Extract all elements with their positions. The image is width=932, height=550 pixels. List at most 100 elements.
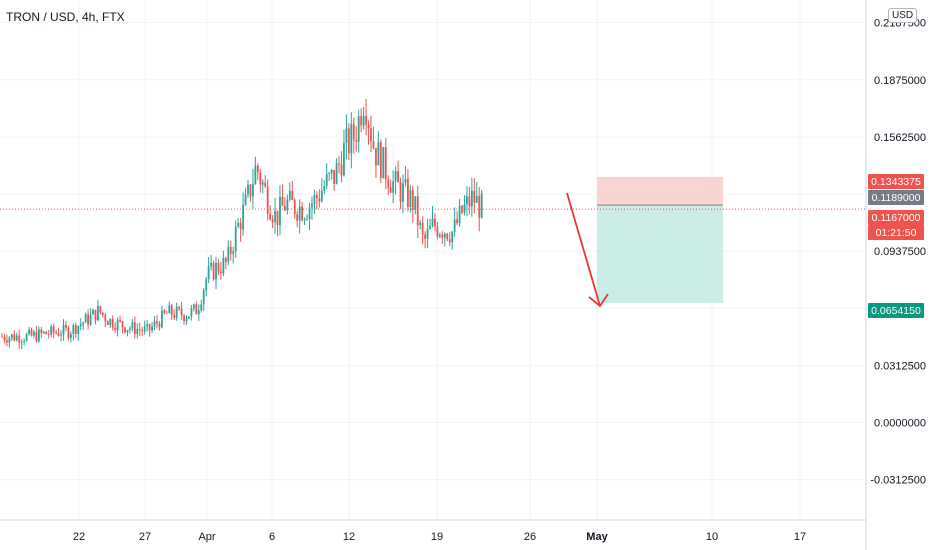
candle-body [347, 128, 350, 154]
last-price-label: 0.1167000 [872, 212, 921, 224]
price-axis[interactable]: 0.21875000.18750000.15625000.09375000.03… [870, 18, 926, 487]
candle-body [291, 190, 294, 201]
candle-body [407, 178, 409, 208]
currency-button[interactable]: USD [888, 8, 918, 23]
candle-body [3, 336, 6, 341]
candle-body [220, 271, 222, 274]
candle-body [249, 184, 252, 197]
candle-body [60, 335, 62, 336]
candle-body [397, 171, 399, 183]
short-position-tool[interactable] [597, 176, 723, 303]
candle-body [229, 247, 232, 254]
risk-zone[interactable] [597, 176, 723, 206]
candle-body [25, 334, 28, 341]
x-tick-label: 17 [794, 531, 806, 543]
symbol-title[interactable]: TRON / USD, 4h, FTX [6, 10, 125, 24]
countdown-label: 01:21:50 [876, 227, 917, 239]
candle-body [271, 219, 274, 223]
candle-body [345, 128, 348, 143]
candle-body [185, 318, 188, 322]
candle-body [79, 324, 82, 327]
candle-body [69, 334, 72, 338]
candle-body [202, 290, 205, 305]
candle-body [274, 210, 276, 223]
candle-body [288, 190, 291, 200]
candle-body [97, 306, 99, 321]
candle-body [266, 186, 269, 214]
candles [1, 98, 483, 350]
candle-body [375, 147, 377, 166]
candle-body [392, 181, 395, 193]
candle-body [404, 178, 407, 184]
y-tick-label: 0.0937500 [874, 246, 926, 258]
candle-body [446, 233, 449, 240]
x-tick-label: Apr [198, 531, 215, 543]
candle-body [384, 147, 387, 180]
candle-body [126, 330, 129, 333]
candle-body [18, 335, 21, 343]
candle-body [242, 204, 244, 230]
candle-body [298, 206, 301, 221]
arrow-shaft [566, 192, 601, 307]
candle-body [315, 194, 318, 199]
candle-body [45, 331, 48, 335]
candle-body [72, 325, 75, 335]
candle-body [101, 312, 104, 315]
candle-body [463, 204, 466, 213]
candle-body [365, 115, 367, 125]
candle-body [8, 337, 11, 343]
candle-body [451, 231, 454, 243]
candle-body [414, 196, 417, 211]
candle-body [259, 172, 262, 185]
candle-body [281, 196, 284, 206]
time-axis[interactable]: 22 27 Apr 6 12 19 26 May 10 17 [73, 531, 806, 543]
x-tick-label: 19 [431, 531, 443, 543]
candle-body [402, 183, 404, 202]
candle-body [143, 326, 146, 332]
candle-body [438, 234, 441, 237]
candle-body [222, 258, 225, 274]
candle-body [10, 334, 13, 338]
down-arrow-annotation[interactable] [566, 192, 609, 308]
candle-body [129, 328, 131, 331]
candle-body [74, 325, 77, 335]
candle-body [217, 262, 220, 272]
candle-body [23, 340, 26, 342]
candle-body [303, 219, 306, 221]
last-price-tag [868, 210, 924, 225]
price-labels: 0.1343375 0.1189000 0.1167000 01:21:50 0.065… [868, 174, 924, 318]
candle-body [335, 163, 338, 184]
candle-body [318, 198, 321, 202]
entry-label: 0.1189000 [872, 192, 921, 204]
reward-zone[interactable] [597, 205, 723, 303]
candle-body [387, 179, 390, 188]
candle-body [343, 142, 345, 176]
candle-body [94, 309, 97, 321]
candle-body [190, 308, 193, 317]
candle-body [146, 324, 149, 327]
candle-body [38, 329, 40, 342]
candle-body [419, 222, 422, 226]
candle-body [372, 141, 375, 148]
candle-body [325, 173, 328, 187]
candle-body [478, 196, 481, 218]
candle-body [87, 314, 89, 325]
candle-body [409, 190, 412, 208]
candle-body [352, 124, 355, 140]
candle-body [158, 323, 161, 328]
candle-body [200, 304, 203, 311]
x-tick-label: May [586, 531, 608, 543]
candle-body [237, 222, 240, 227]
candle-body [20, 341, 23, 343]
candle-body [173, 315, 176, 318]
candle-body [340, 164, 343, 176]
candle-body [264, 182, 267, 187]
x-tick-label: 6 [269, 531, 275, 543]
y-tick-label: -0.0312500 [870, 475, 926, 487]
candle-body [382, 147, 385, 179]
candle-body [205, 279, 208, 291]
candle-body [377, 142, 380, 166]
candle-body [165, 313, 168, 314]
candle-body [389, 187, 392, 193]
